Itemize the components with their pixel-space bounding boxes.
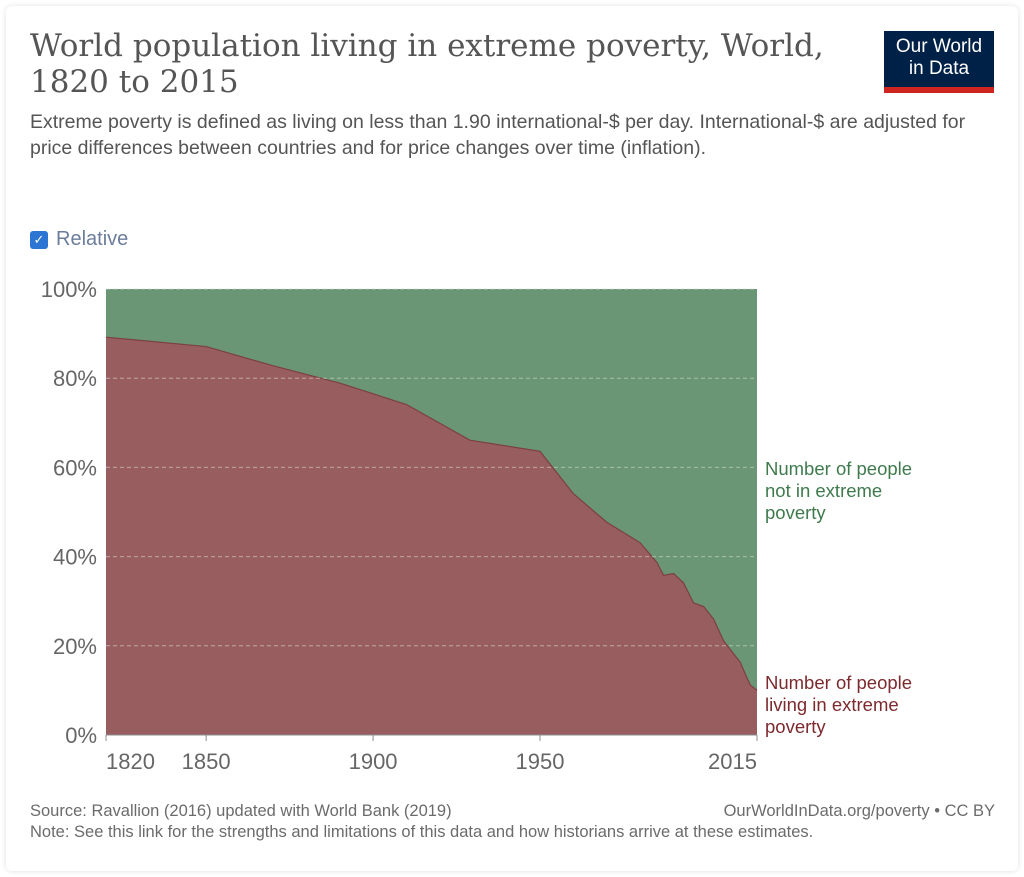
- series-label-not-in-poverty: Number of people: [765, 458, 912, 479]
- chart-footer: Source: Ravallion (2016) updated with Wo…: [30, 801, 995, 843]
- logo-line-1: Our World: [895, 36, 983, 57]
- area-not-in-poverty: [106, 289, 757, 691]
- relative-label: Relative: [56, 228, 129, 250]
- y-tick-label: 100%: [41, 277, 97, 302]
- y-tick-label: 20%: [53, 634, 97, 659]
- y-tick-label: 0%: [65, 723, 97, 748]
- relative-toggle[interactable]: ✓ Relative: [30, 228, 128, 251]
- owid-logo[interactable]: Our World in Data: [884, 31, 994, 93]
- note-text: Note: See this link for the strengths an…: [30, 823, 814, 841]
- y-tick-label: 60%: [53, 455, 97, 480]
- area-chart: 0% 20% 40% 60% 80% 100% 1820 1850 1900 1950 2015 Nu…: [41, 277, 912, 774]
- series-label-not-in-poverty: not in extreme: [765, 480, 882, 501]
- y-tick-label: 80%: [53, 366, 97, 391]
- series-label-not-in-poverty: poverty: [765, 502, 826, 523]
- source-text: Source: Ravallion (2016) updated with Wo…: [30, 802, 452, 820]
- series-label-in-poverty: Number of people: [765, 672, 912, 693]
- logo-line-2: in Data: [908, 58, 970, 79]
- y-tick-label: 40%: [53, 545, 97, 570]
- series-boundary-line: [105, 336, 758, 691]
- x-tick-label: 2015: [708, 749, 757, 774]
- checkbox-checked-icon[interactable]: ✓: [30, 230, 48, 249]
- area-in-poverty: [106, 337, 757, 735]
- x-tick-label: 1950: [516, 749, 565, 774]
- x-tick-label: 1820: [106, 749, 155, 774]
- series-label-in-poverty: living in extreme: [765, 694, 899, 715]
- x-tick-label: 1850: [182, 749, 231, 774]
- chart-subtitle: Extreme poverty is defined as living on …: [30, 111, 966, 159]
- series-label-in-poverty: poverty: [765, 716, 826, 737]
- footer-link[interactable]: OurWorldInData.org/poverty • CC BY: [723, 802, 995, 820]
- x-tick-label: 1900: [349, 749, 398, 774]
- chart-title: World population living in extreme pover…: [30, 28, 824, 100]
